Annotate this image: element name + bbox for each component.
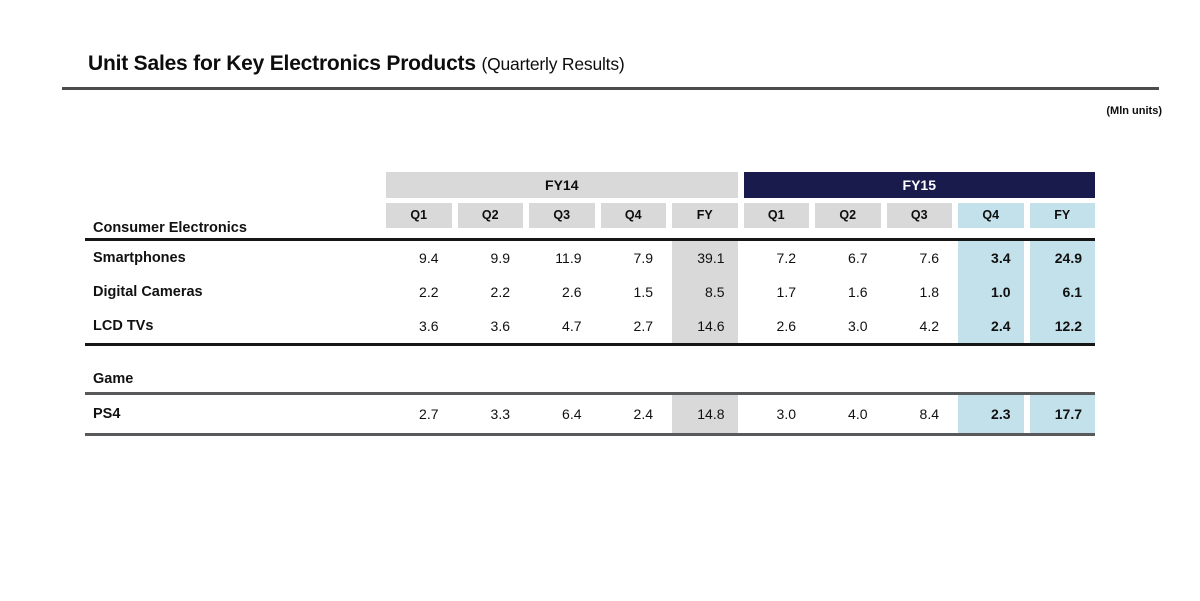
value-cell: 3.6 [490,318,510,334]
value-cell: 3.4 [991,250,1011,266]
fy15-total-column-shading [1029,395,1095,433]
value-cell: 3.3 [490,406,510,422]
year-group-header-row: FY14 FY15 [0,172,1200,198]
value-cell: 1.7 [776,284,796,300]
quarter-header-cell: Q3 [529,203,595,228]
section-label-consumer-electronics: Consumer Electronics [93,220,247,236]
unit-sales-table: FY14 FY15 Consumer Electronics Q1 Q2 Q3 Q4 F… [0,172,1200,436]
quarter-header-cell: Q3 [886,203,952,228]
quarter-header-cell: FY [1029,203,1095,228]
value-cell: 2.4 [991,318,1011,334]
year-group-spacer [85,172,386,198]
value-cell: 1.5 [633,284,653,300]
quarter-header-cell: FY [672,203,738,228]
value-cell: 9.4 [419,250,439,266]
quarter-header-cell: Q2 [457,203,523,228]
game-data-block: PS4 2.7 3.3 6.4 2.4 14.8 3.0 4.0 8.4 2.3 17.7 [0,395,1200,433]
row-label: LCD TVs [93,318,154,334]
fy15-q4-column-shading [958,241,1024,343]
units-note: (Mln units) [1106,105,1162,117]
row-label: Digital Cameras [93,284,203,300]
value-cell: 3.6 [419,318,439,334]
value-cell: 3.0 [776,406,796,422]
game-top-rule [85,392,1095,395]
value-cell: 4.2 [919,318,939,334]
value-cell: 1.6 [848,284,868,300]
game-bottom-rule [85,433,1095,436]
value-cell: 7.2 [776,250,796,266]
value-cell: 2.6 [776,318,796,334]
table-row: Digital Cameras 2.2 2.2 2.6 1.5 8.5 1.7 1.6 1.8 1… [0,275,1200,309]
value-cell: 8.4 [919,406,939,422]
value-cell: 12.2 [1054,318,1082,334]
value-cell: 14.6 [697,318,725,334]
value-cell: 2.3 [991,406,1011,422]
quarter-header-row: Consumer Electronics Q1 Q2 Q3 Q4 FY Q1 Q2 Q3 Q4 F… [0,203,1200,238]
table-row: PS4 2.7 3.3 6.4 2.4 14.8 3.0 4.0 8.4 2.3 17.7 [0,395,1200,433]
value-cell: 7.6 [919,250,939,266]
value-cell: 9.9 [490,250,510,266]
value-cell: 3.0 [848,318,868,334]
consumer-electronics-data-block: Smartphones 9.4 9.9 11.9 7.9 39.1 7.2 6.7 7.6 3.4… [0,241,1200,343]
value-cell: 2.2 [419,284,439,300]
value-cell: 7.9 [633,250,653,266]
page-title-main: Unit Sales for Key Electronics Products [88,52,476,75]
value-cell: 24.9 [1054,250,1082,266]
value-cell: 6.4 [562,406,582,422]
value-cell: 6.1 [1062,284,1082,300]
table-row: Smartphones 9.4 9.9 11.9 7.9 39.1 7.2 6.7 7.6 3.4… [0,241,1200,275]
year-group-fy14: FY14 [386,172,738,198]
fy15-total-column-shading [1029,241,1095,343]
value-cell: 6.7 [848,250,868,266]
quarter-header-cell: Q4 [958,203,1024,228]
fy14-total-column-shading [672,395,738,433]
value-cell: 1.0 [991,284,1011,300]
table-row: LCD TVs 3.6 3.6 4.7 2.7 14.6 2.6 3.0 4.2 2.4 12.2 [0,309,1200,343]
row-label: Smartphones [93,250,186,266]
page-title: Unit Sales for Key Electronics Products … [88,52,625,76]
consumer-electronics-top-rule [85,238,1095,241]
section-label-game: Game [93,371,134,387]
quarter-header-cell: Q1 [386,203,452,228]
value-cell: 14.8 [697,406,725,422]
value-cell: 2.7 [419,406,439,422]
title-underline [62,87,1159,90]
quarter-header-cell: Q2 [815,203,881,228]
value-cell: 8.5 [705,284,725,300]
value-cell: 11.9 [555,250,582,266]
quarter-header-cell: Q4 [600,203,666,228]
fy15-q4-column-shading [958,395,1024,433]
value-cell: 4.7 [562,318,582,334]
value-cell: 39.1 [697,250,725,266]
value-cell: 2.4 [633,406,653,422]
year-group-fy15: FY15 [743,172,1095,198]
consumer-electronics-bottom-rule [85,343,1095,346]
quarter-header-cell: Q1 [743,203,809,228]
value-cell: 2.2 [490,284,510,300]
value-cell: 4.0 [848,406,868,422]
value-cell: 1.8 [919,284,939,300]
value-cell: 2.6 [562,284,582,300]
game-section-header-row: Game [0,371,1200,389]
value-cell: 2.7 [633,318,653,334]
value-cell: 17.7 [1054,406,1082,422]
page-title-suffix: (Quarterly Results) [481,54,625,74]
row-label: PS4 [93,406,121,422]
fy14-total-column-shading [672,241,738,343]
